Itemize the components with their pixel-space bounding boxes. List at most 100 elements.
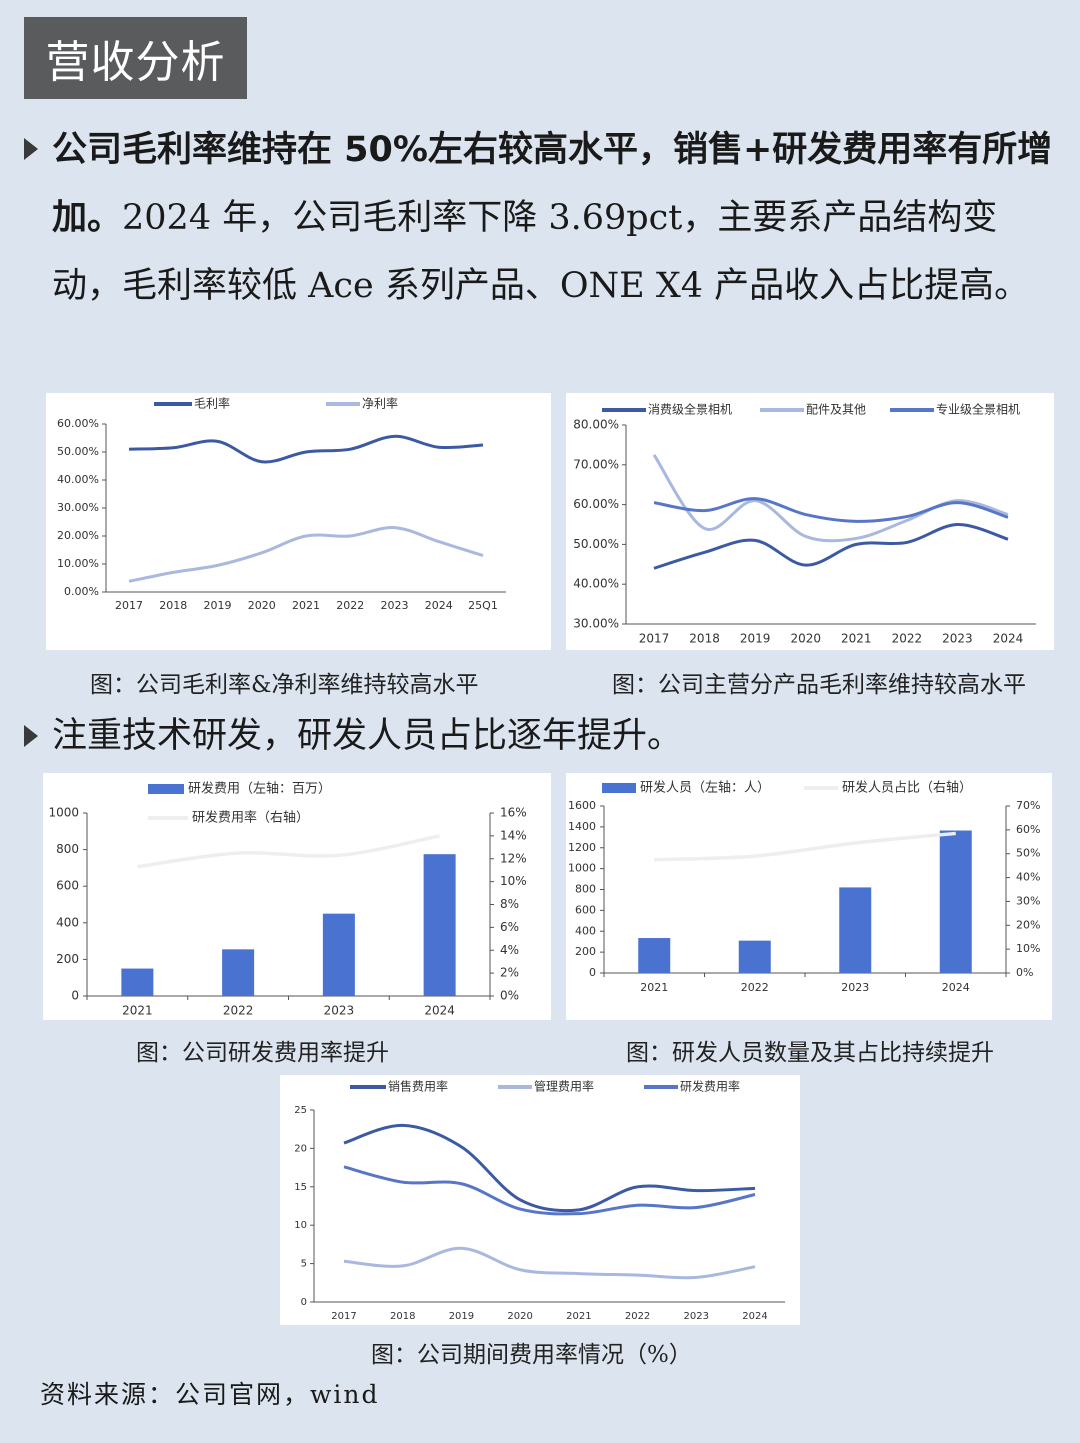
y-tick-label-left: 400 xyxy=(575,924,596,937)
series-line-1 xyxy=(653,522,1009,570)
x-tick-label: 2023 xyxy=(684,1311,709,1322)
y-tick-label: 70.00% xyxy=(573,457,619,471)
chart-period-expense: 25 20 15 10 5 0 2017 2018 2019 2020 2021 2022 2023 20… xyxy=(280,1075,800,1325)
series-line-2 xyxy=(128,526,484,583)
y-tick-label-right: 0% xyxy=(1016,966,1033,979)
paragraph-1: 公司毛利率维持在 50%左右较高水平，销售+研发费用率有所增加。2024 年，公… xyxy=(52,116,1062,320)
y-tick-label: 30.00% xyxy=(573,617,619,631)
x-tick-label: 2024 xyxy=(424,1004,455,1018)
y-tick-label: 5 xyxy=(301,1259,307,1270)
x-tick-label: 2023 xyxy=(324,1004,355,1018)
legend-label: 毛利率 xyxy=(194,396,230,411)
bar xyxy=(638,938,671,973)
y-tick-label: 80.00% xyxy=(573,418,619,432)
legend-swatch-bar xyxy=(602,783,636,793)
y-tick-label-left: 1000 xyxy=(48,806,79,820)
x-tick-label: 2021 xyxy=(640,981,668,994)
y-tick-label-right: 4% xyxy=(500,943,519,957)
x-tick-label: 2017 xyxy=(639,632,670,646)
x-tick-label: 2021 xyxy=(841,632,872,646)
section-title: 营收分析 xyxy=(24,17,247,99)
bar xyxy=(222,949,255,996)
y-tick-label: 20.00% xyxy=(57,529,99,542)
paragraph-1-text: 2024 年，公司毛利率下降 3.69pct，主要系产品结构变动，毛利率较低 A… xyxy=(52,198,1030,306)
bar xyxy=(839,887,872,973)
bar xyxy=(738,940,771,973)
y-tick-label-right: 20% xyxy=(1016,918,1040,931)
y-tick-label: 10.00% xyxy=(57,557,99,570)
x-tick-label: 2019 xyxy=(740,632,771,646)
legend-label: 配件及其他 xyxy=(806,403,866,417)
chart-rd-expense: 1000 800 600 400 200 0 16% 14% 12% 10% 8% 6% 4% 2% 0% 2… xyxy=(43,773,551,1020)
y-tick-label-left: 1600 xyxy=(568,799,596,812)
y-tick-label: 0 xyxy=(301,1297,307,1308)
x-tick-label: 2017 xyxy=(331,1311,356,1322)
chart-1-svg: 60.00% 50.00% 40.00% 30.00% 20.00% 10.00% 0.00… xyxy=(57,396,506,612)
x-tick-label: 2024 xyxy=(993,632,1024,646)
legend-label: 研发费用率 xyxy=(680,1079,740,1094)
series-line-3 xyxy=(343,1165,756,1216)
x-tick-label: 2022 xyxy=(892,632,923,646)
x-tick-label: 2020 xyxy=(507,1311,532,1322)
x-tick-label: 2019 xyxy=(204,599,232,612)
y-tick-label-right: 60% xyxy=(1016,823,1040,836)
y-tick-label-right: 14% xyxy=(500,828,527,842)
y-tick-label-left: 1000 xyxy=(568,862,596,875)
chart-3-caption: 图：公司研发费用率提升 xyxy=(136,1040,389,1066)
bar xyxy=(121,968,154,996)
chart-5-caption: 图：公司期间费用率情况（%） xyxy=(371,1342,692,1368)
legend-label: 研发人员（左轴：人） xyxy=(640,780,770,796)
chart-product-margin: 80.00% 70.00% 60.00% 50.00% 40.00% 30.00% 2017… xyxy=(566,393,1054,650)
x-tick-label: 2017 xyxy=(115,599,143,612)
y-tick-label: 60.00% xyxy=(57,417,99,430)
legend-label: 研发费用率（右轴） xyxy=(192,810,309,826)
chart-gross-net-margin: 60.00% 50.00% 40.00% 30.00% 20.00% 10.00% 0.00… xyxy=(46,393,551,650)
y-tick-label-right: 8% xyxy=(500,897,519,911)
y-tick-label-left: 800 xyxy=(56,842,79,856)
y-tick-label-right: 30% xyxy=(1016,894,1040,907)
paragraph-2: 注重技术研发，研发人员占比逐年提升。 xyxy=(52,716,683,756)
y-tick-label: 40.00% xyxy=(57,473,99,486)
chart-2-caption: 图：公司主营分产品毛利率维持较高水平 xyxy=(612,672,1026,698)
y-tick-label-left: 600 xyxy=(575,903,596,916)
y-tick-label: 15 xyxy=(294,1182,307,1193)
y-tick-label-left: 200 xyxy=(575,945,596,958)
series-line-2 xyxy=(652,454,1009,543)
x-tick-label: 2018 xyxy=(390,1311,415,1322)
ratio-line xyxy=(137,834,440,869)
y-tick-label-right: 12% xyxy=(500,851,527,865)
x-tick-label: 2023 xyxy=(942,632,973,646)
y-tick-label-left: 0 xyxy=(589,966,596,979)
bar xyxy=(939,830,972,973)
y-tick-label-right: 10% xyxy=(1016,942,1040,955)
y-tick-label-right: 2% xyxy=(500,966,519,980)
legend-swatch-bar xyxy=(148,784,184,794)
x-tick-label: 2020 xyxy=(248,599,276,612)
x-tick-label: 2018 xyxy=(159,599,187,612)
bar xyxy=(322,913,355,996)
bullet-icon xyxy=(24,725,38,747)
y-tick-label-left: 200 xyxy=(56,952,79,966)
x-tick-label: 2022 xyxy=(741,981,769,994)
legend-label: 销售费用率 xyxy=(388,1079,448,1094)
y-tick-label: 0.00% xyxy=(64,585,99,598)
x-tick-label: 2024 xyxy=(742,1311,767,1322)
y-tick-label-left: 600 xyxy=(56,879,79,893)
x-tick-label: 2024 xyxy=(425,599,453,612)
chart-4-svg: 1600 1400 1200 1000 800 600 400 200 0 70% 60% 50% 40… xyxy=(568,780,1040,995)
x-tick-label: 2018 xyxy=(689,632,720,646)
y-tick-label: 10 xyxy=(294,1220,307,1231)
y-tick-label-right: 40% xyxy=(1016,871,1040,884)
legend-label: 研发费用（左轴：百万） xyxy=(188,781,331,797)
series-line-3 xyxy=(653,497,1009,523)
series-line-1 xyxy=(128,434,484,464)
y-tick-label-right: 6% xyxy=(500,920,519,934)
y-tick-label: 60.00% xyxy=(573,497,619,511)
x-tick-label: 2022 xyxy=(223,1004,254,1018)
legend-label: 专业级全景相机 xyxy=(936,402,1020,417)
y-tick-label-left: 1400 xyxy=(568,820,596,833)
series-line-2 xyxy=(343,1246,756,1280)
y-tick-label: 50.00% xyxy=(573,537,619,551)
legend-label: 研发人员占比（右轴） xyxy=(842,780,972,796)
chart-3-svg: 1000 800 600 400 200 0 16% 14% 12% 10% 8% 6% 4% 2% 0% 2… xyxy=(48,781,527,1018)
